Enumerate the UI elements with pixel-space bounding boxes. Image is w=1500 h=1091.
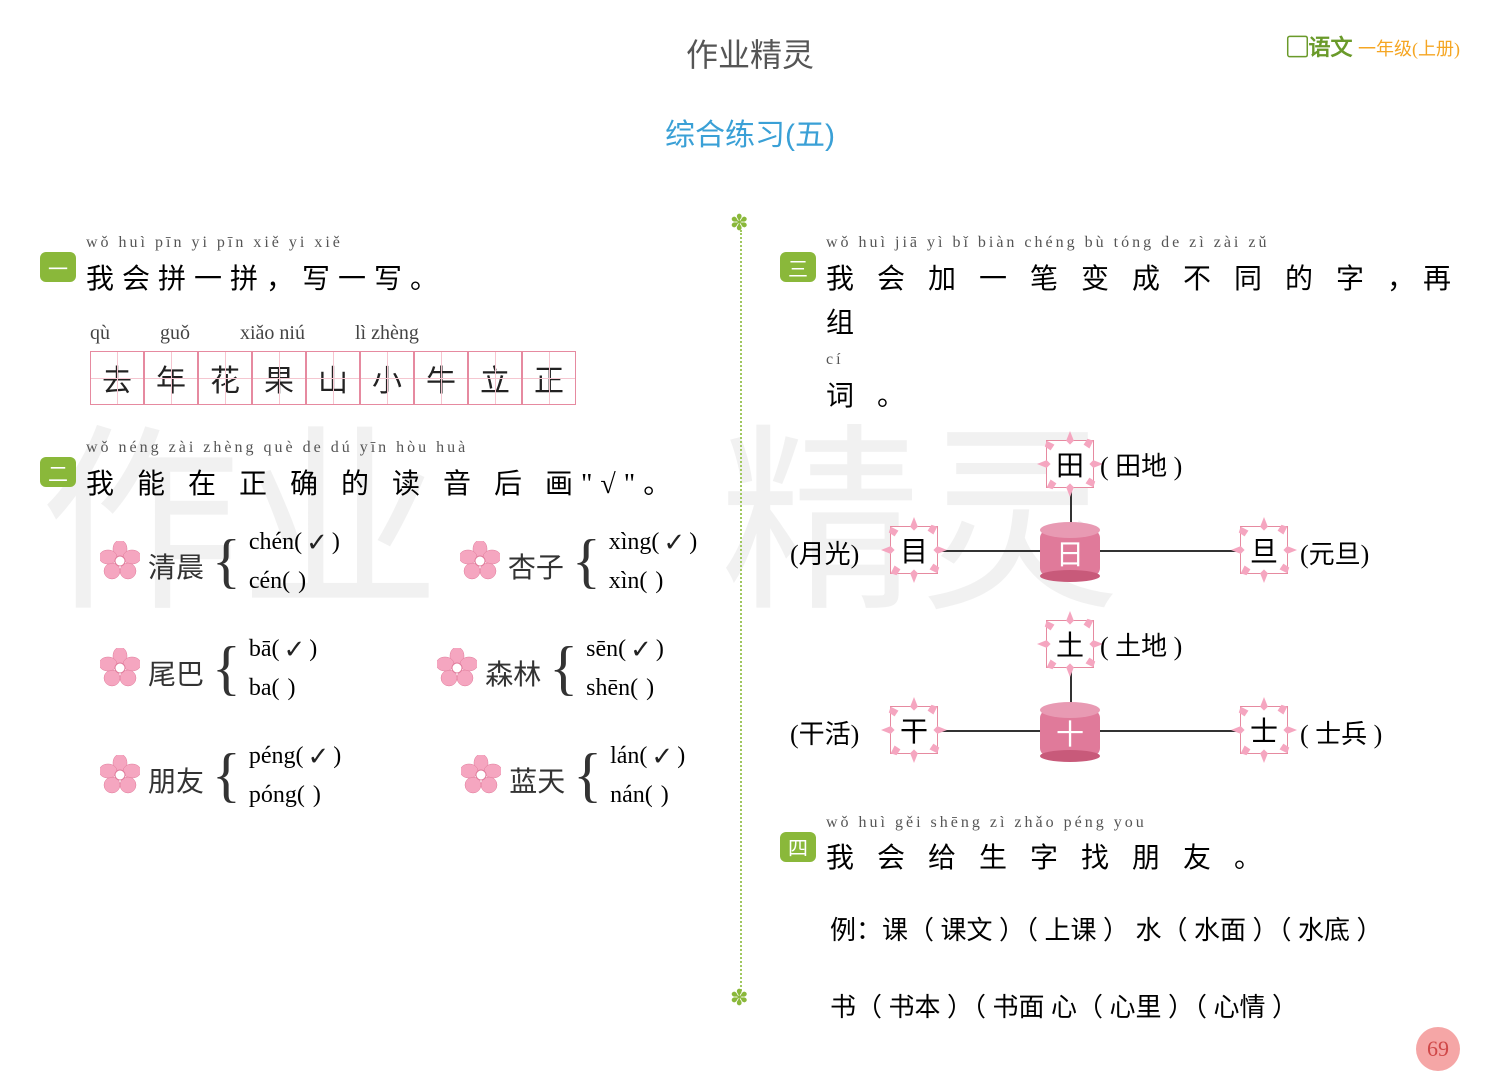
star-icon bbox=[881, 697, 947, 763]
q2-option[interactable]: xìng(✓) bbox=[609, 528, 697, 558]
q2-option[interactable]: lán(✓) bbox=[610, 742, 685, 772]
node-char[interactable]: 田 bbox=[1046, 440, 1094, 488]
q1-char-boxes: 去 年 花 果 山 小 牛 立 正 bbox=[90, 351, 720, 405]
node-char[interactable]: 干 bbox=[890, 706, 938, 754]
char-box[interactable]: 正 bbox=[522, 351, 576, 405]
q4-text: 我 会 给 生 字 找 朋 友 。 bbox=[826, 837, 1270, 882]
question-4: 四 wǒ huì gěi shēng zì zhǎo péng you 我 会 … bbox=[780, 810, 1460, 1037]
star-icon bbox=[1037, 611, 1103, 677]
char-box[interactable]: 小 bbox=[360, 351, 414, 405]
star-icon bbox=[881, 517, 947, 583]
q2-option[interactable]: chén(✓) bbox=[249, 528, 340, 558]
q2-option[interactable]: shēn( ) bbox=[586, 675, 664, 702]
q2-option[interactable]: cén( ) bbox=[249, 568, 340, 595]
q4-badge: 四 bbox=[780, 832, 816, 862]
brace-icon: { bbox=[573, 751, 602, 799]
question-2: 二 wǒ néng zài zhèng què de dú yīn hòu hu… bbox=[40, 435, 720, 808]
q3-badge: 三 bbox=[780, 252, 816, 282]
q2-label: 蓝天 bbox=[509, 760, 565, 800]
node-char[interactable]: 旦 bbox=[1240, 526, 1288, 574]
q2-group: 朋友{ péng(✓) póng( ) bbox=[100, 742, 341, 809]
star-icon bbox=[1231, 697, 1297, 763]
char-box[interactable]: 去 bbox=[90, 351, 144, 405]
q1-text: 我会拼一拼，写一写。 bbox=[86, 258, 446, 303]
q2-label: 尾巴 bbox=[148, 653, 204, 693]
flower-icon bbox=[100, 541, 140, 581]
char-box: 山 bbox=[306, 351, 360, 405]
node-char[interactable]: 目 bbox=[890, 526, 938, 574]
flower-icon bbox=[460, 541, 500, 581]
q2-label: 杏子 bbox=[508, 546, 564, 586]
q4-example: 例：课（ 课文 ）（ 上课 ） 水（ 水面 ）（ 水底 ） bbox=[830, 902, 1460, 959]
node-word: (元旦) bbox=[1300, 534, 1369, 571]
flower-icon bbox=[461, 755, 501, 795]
star-icon bbox=[1037, 431, 1103, 497]
q3-text1: 我 会 加 一 笔 变 成 不 同 的 字 ，再 组 bbox=[826, 258, 1460, 348]
flower-icon bbox=[100, 755, 140, 795]
question-1: 一 wǒ huì pīn yi pīn xiě yi xiě 我会拼一拼，写一写… bbox=[40, 230, 720, 405]
center-char: 十 bbox=[1040, 710, 1100, 756]
q2-option[interactable]: péng(✓) bbox=[249, 742, 341, 772]
brace-icon: { bbox=[572, 537, 601, 585]
q4-ruby: wǒ huì gěi shēng zì zhǎo péng you bbox=[826, 810, 1270, 836]
char-box: 花 bbox=[198, 351, 252, 405]
node-word: (月光) bbox=[790, 534, 859, 571]
brace-icon: { bbox=[212, 751, 241, 799]
star-icon bbox=[1231, 517, 1297, 583]
center-char: 日 bbox=[1040, 530, 1100, 576]
q3-ruby2: cí bbox=[826, 347, 1460, 373]
brace-icon: { bbox=[549, 644, 578, 692]
node-char[interactable]: 土 bbox=[1046, 620, 1094, 668]
q2-group: 杏子{ xìng(✓) xìn( ) bbox=[460, 528, 697, 595]
brace-icon: { bbox=[212, 644, 241, 692]
q2-option[interactable]: nán( ) bbox=[610, 782, 685, 809]
brace-icon: { bbox=[212, 537, 241, 585]
flower-icon bbox=[437, 648, 477, 688]
q2-badge: 二 bbox=[40, 457, 76, 487]
node-word: ( 土地 ) bbox=[1100, 626, 1182, 663]
node-word: ( 田地 ) bbox=[1100, 446, 1182, 483]
q2-text: 我 能 在 正 确 的 读 音 后 画"√"。 bbox=[86, 463, 679, 508]
question-3: 三 wǒ huì jiā yì bǐ biàn chéng bù tóng de… bbox=[780, 230, 1460, 780]
q2-option[interactable]: póng( ) bbox=[249, 782, 341, 809]
q1-badge: 一 bbox=[40, 252, 76, 282]
q1-pinyin-row: qù guǒ xiǎo niú lì zhèng bbox=[90, 322, 720, 345]
node-word: (干活) bbox=[790, 714, 859, 751]
q2-option[interactable]: bā(✓) bbox=[249, 635, 317, 665]
subject: ▢语文 bbox=[1286, 35, 1352, 60]
q2-option[interactable]: xìn( ) bbox=[609, 568, 697, 595]
page-subtitle: 综合练习(五) bbox=[665, 110, 835, 154]
q2-group: 蓝天{ lán(✓) nán( ) bbox=[461, 742, 685, 809]
q3-text2: 词 。 bbox=[826, 375, 1460, 420]
node-char[interactable]: 士 bbox=[1240, 706, 1288, 754]
q2-group: 清晨{ chén(✓) cén( ) bbox=[100, 528, 340, 595]
column-divider bbox=[740, 230, 742, 991]
q2-option[interactable]: ba( ) bbox=[249, 675, 317, 702]
q2-group: 尾巴{ bā(✓) ba( ) bbox=[100, 635, 317, 702]
char-box: 年 bbox=[144, 351, 198, 405]
flower-icon bbox=[100, 648, 140, 688]
subject-grade: ▢语文 一年级(上册) bbox=[1286, 30, 1460, 62]
char-box[interactable]: 立 bbox=[468, 351, 522, 405]
q2-label: 朋友 bbox=[148, 760, 204, 800]
q2-ruby: wǒ néng zài zhèng què de dú yīn hòu huà bbox=[86, 435, 679, 461]
grade: 一年级(上册) bbox=[1358, 39, 1460, 59]
q3-ruby1: wǒ huì jiā yì bǐ biàn chéng bù tóng de z… bbox=[826, 230, 1460, 256]
q2-group: 森林{ sēn(✓) shēn( ) bbox=[437, 635, 664, 702]
q1-ruby: wǒ huì pīn yi pīn xiě yi xiě bbox=[86, 230, 446, 256]
q4-line2: 书（ 书本 ）（ 书面 心（ 心里 ）（ 心情 ） bbox=[830, 979, 1460, 1036]
char-box[interactable]: 牛 bbox=[414, 351, 468, 405]
q2-label: 森林 bbox=[485, 653, 541, 693]
header-title: 作业精灵 bbox=[686, 30, 814, 76]
q2-label: 清晨 bbox=[148, 546, 204, 586]
char-box[interactable]: 果 bbox=[252, 351, 306, 405]
q2-option[interactable]: sēn(✓) bbox=[586, 635, 664, 665]
node-word: ( 士兵 ) bbox=[1300, 714, 1382, 751]
